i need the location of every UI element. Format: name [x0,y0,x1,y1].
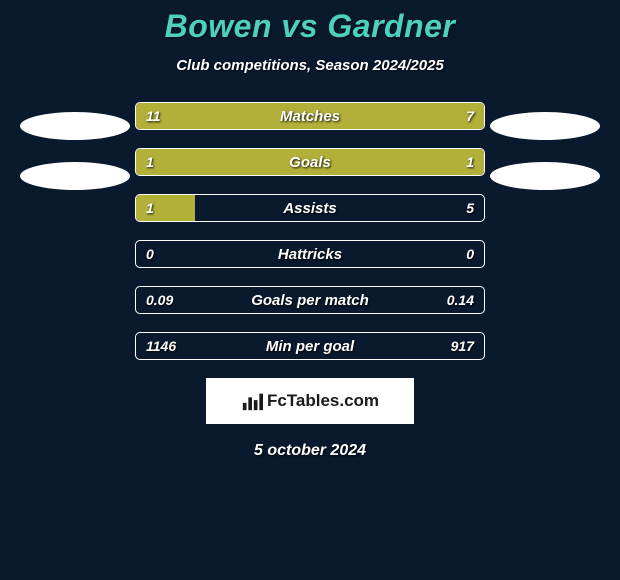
stat-bar: 11Matches7 [135,102,485,130]
bars-icon [241,390,263,412]
stat-value-right: 0.14 [447,287,474,313]
content-row: 11Matches71Goals11Assists50Hattricks00.0… [0,102,620,360]
stat-bar: 0Hattricks0 [135,240,485,268]
stat-label: Goals per match [136,287,484,313]
subtitle: Club competitions, Season 2024/2025 [0,57,620,74]
stat-bar: 1146Min per goal917 [135,332,485,360]
stat-label: Assists [136,195,484,221]
left-avatar-column [15,102,135,190]
right-team-avatar [490,162,600,190]
stat-value-right: 0 [466,241,474,267]
stat-bar: 1Assists5 [135,194,485,222]
source-logo: FcTables.com [206,378,414,424]
stat-bar: 0.09Goals per match0.14 [135,286,485,314]
logo-text: FcTables.com [267,391,379,411]
stats-bars: 11Matches71Goals11Assists50Hattricks00.0… [135,102,485,360]
right-player-avatar [490,112,600,140]
stat-value-right: 917 [451,333,474,359]
stat-bar: 1Goals1 [135,148,485,176]
left-team-avatar [20,162,130,190]
page-title: Bowen vs Gardner [0,8,620,45]
stat-value-right: 7 [466,103,474,129]
left-player-avatar [20,112,130,140]
stat-label: Min per goal [136,333,484,359]
stat-label: Matches [136,103,484,129]
stat-label: Hattricks [136,241,484,267]
stat-label: Goals [136,149,484,175]
comparison-card: Bowen vs Gardner Club competitions, Seas… [0,0,620,460]
stat-value-right: 1 [466,149,474,175]
date-label: 5 october 2024 [0,442,620,460]
stat-value-right: 5 [466,195,474,221]
right-avatar-column [485,102,605,190]
